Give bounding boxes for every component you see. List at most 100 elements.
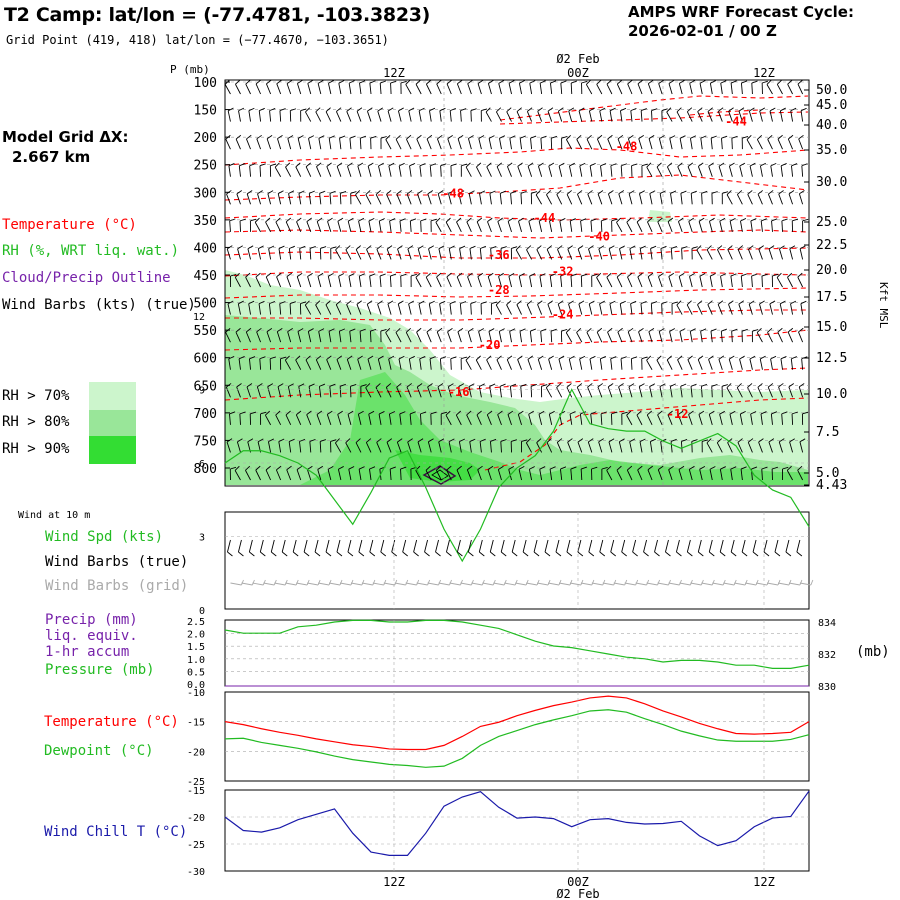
height-tick: 17.5 xyxy=(816,290,847,305)
xsec-wind-barb xyxy=(227,110,231,122)
wind-barb-true xyxy=(511,539,516,553)
xsec-wind-barb-flag xyxy=(576,134,582,140)
xsec-wind-barb xyxy=(676,304,683,315)
wind-barb-true-flag xyxy=(719,551,726,557)
xsec-wind-barb-flag xyxy=(396,383,402,388)
xsec-wind-barb-flag xyxy=(718,355,725,360)
xsec-wind-barb-flag xyxy=(478,135,485,139)
xsec-wind-barb xyxy=(305,111,312,122)
xsec-wind-barb-flag xyxy=(641,108,647,112)
xsec-wind-barb xyxy=(258,110,262,122)
xsec-wind-barb-flag xyxy=(531,191,538,194)
xsec-wind-barb-flag xyxy=(329,383,336,387)
xsec-wind-barb xyxy=(246,193,251,205)
wind-barb-grid xyxy=(624,582,636,586)
xsec-wind-barb-flag xyxy=(727,438,733,443)
xsec-wind-barb xyxy=(255,83,261,95)
xsec-wind-barb xyxy=(566,139,573,150)
rh90-swatch xyxy=(89,436,136,464)
xsec-wind-barb-flag xyxy=(680,383,687,387)
time-axis-bottom-label: 00Z xyxy=(567,875,589,889)
xsec-wind-barb xyxy=(375,387,382,398)
wind-barb-true xyxy=(380,539,385,553)
pressure-ytick: 830 xyxy=(818,682,836,693)
xsec-wind-barb-flag xyxy=(299,438,306,442)
xsec-wind-barb-flag xyxy=(629,245,636,250)
xsec-wind-barb xyxy=(359,331,362,343)
xsec-wind-barb xyxy=(560,276,563,288)
wind-barb-true-flag xyxy=(752,551,759,557)
xsec-wind-barb-flag xyxy=(399,411,406,415)
xsec-wind-barb-flag xyxy=(518,217,524,222)
xsec-wind-barb xyxy=(368,414,372,425)
xsec-wind-barb xyxy=(557,110,563,122)
xsec-wind-barb-flag xyxy=(406,190,413,195)
xsec-wind-barb-flag xyxy=(250,411,257,415)
xsec-wind-barb-flag xyxy=(580,466,587,470)
xsec-wind-barb-flag xyxy=(319,190,326,194)
xsec-wind-barb xyxy=(769,110,773,122)
wind-barb-grid xyxy=(799,582,811,586)
xsec-wind-barb xyxy=(720,276,723,288)
xsec-wind-barb xyxy=(248,358,251,370)
xsec-wind-barb xyxy=(498,331,502,343)
xsec-wind-barb-flag xyxy=(547,300,553,305)
xsec-wind-barb-flag xyxy=(390,466,396,470)
xsec-wind-barb xyxy=(458,193,462,205)
xsec-wind-barb-flag xyxy=(558,162,565,167)
xsec-wind-barb-flag xyxy=(338,466,344,470)
xsec-wind-barb-flag xyxy=(248,300,255,305)
wind-barb-true xyxy=(665,539,669,553)
xsec-wind-barb xyxy=(269,110,272,122)
xsec-wind-barb xyxy=(719,469,723,481)
xsec-wind-barb-flag xyxy=(385,134,391,140)
xsec-wind-barb-flag xyxy=(580,411,587,415)
xsec-wind-barb-flag xyxy=(617,134,624,140)
xsec-wind-barb xyxy=(708,414,713,425)
xsec-wind-barb-flag xyxy=(268,438,274,443)
xsec-wind-barb xyxy=(326,414,332,426)
xsec-wind-barb xyxy=(690,386,693,398)
xsec-wind-barb-flag xyxy=(456,272,463,278)
xsec-wind-barb xyxy=(376,249,382,260)
xsec-wind-barb-flag xyxy=(309,246,316,249)
xsec-wind-barb-flag xyxy=(550,328,557,332)
xsec-wind-barb-flag xyxy=(488,79,494,84)
xsec-wind-barb-flag xyxy=(558,107,564,112)
xsec-wind-barb-flag xyxy=(751,466,758,470)
xsec-wind-barb-flag xyxy=(588,438,594,443)
wind-barb-true-flag xyxy=(676,551,682,557)
xsec-wind-barb-flag xyxy=(798,327,804,333)
xsec-wind-barb xyxy=(417,441,422,453)
wind-barb-true xyxy=(741,539,746,553)
xsec-wind-barb xyxy=(717,249,723,260)
xsec-wind-barb-flag xyxy=(478,328,484,332)
wind-barb-true-flag xyxy=(774,551,781,557)
xsec-wind-barb-flag xyxy=(616,465,622,471)
xsec-wind-barb-flag xyxy=(245,79,251,85)
xsec-wind-barb-flag xyxy=(747,190,753,195)
xsec-wind-barb xyxy=(746,139,753,150)
xsec-wind-barb-flag xyxy=(781,411,788,415)
legend-precip-accum: 1-hr accum xyxy=(45,644,130,660)
xsec-wind-barb-flag xyxy=(377,107,384,112)
wind-barb-grid xyxy=(230,582,242,586)
wind-barb-true xyxy=(719,539,724,553)
xsec-wind-barb xyxy=(566,194,573,205)
xsec-wind-barb-flag xyxy=(568,107,575,112)
xsec-wind-barb xyxy=(730,83,733,95)
xsec-wind-barb xyxy=(566,387,573,398)
xsec-wind-barb xyxy=(538,166,543,177)
xsec-wind-barb-flag xyxy=(378,162,384,167)
xsec-wind-barb xyxy=(701,193,703,205)
xsec-wind-barb xyxy=(767,386,773,398)
xsec-wind-barb-flag xyxy=(336,107,342,112)
xsec-wind-barb xyxy=(539,469,543,481)
wind-barb-grid-flag xyxy=(438,579,441,586)
xsec-wind-barb xyxy=(576,387,583,398)
xsec-wind-barb xyxy=(598,441,603,453)
xsec-wind-barb xyxy=(520,193,523,205)
xsec-wind-barb-flag xyxy=(739,162,746,167)
wind-barb-true-flag xyxy=(479,551,485,557)
xsec-wind-barb-flag xyxy=(537,355,544,360)
